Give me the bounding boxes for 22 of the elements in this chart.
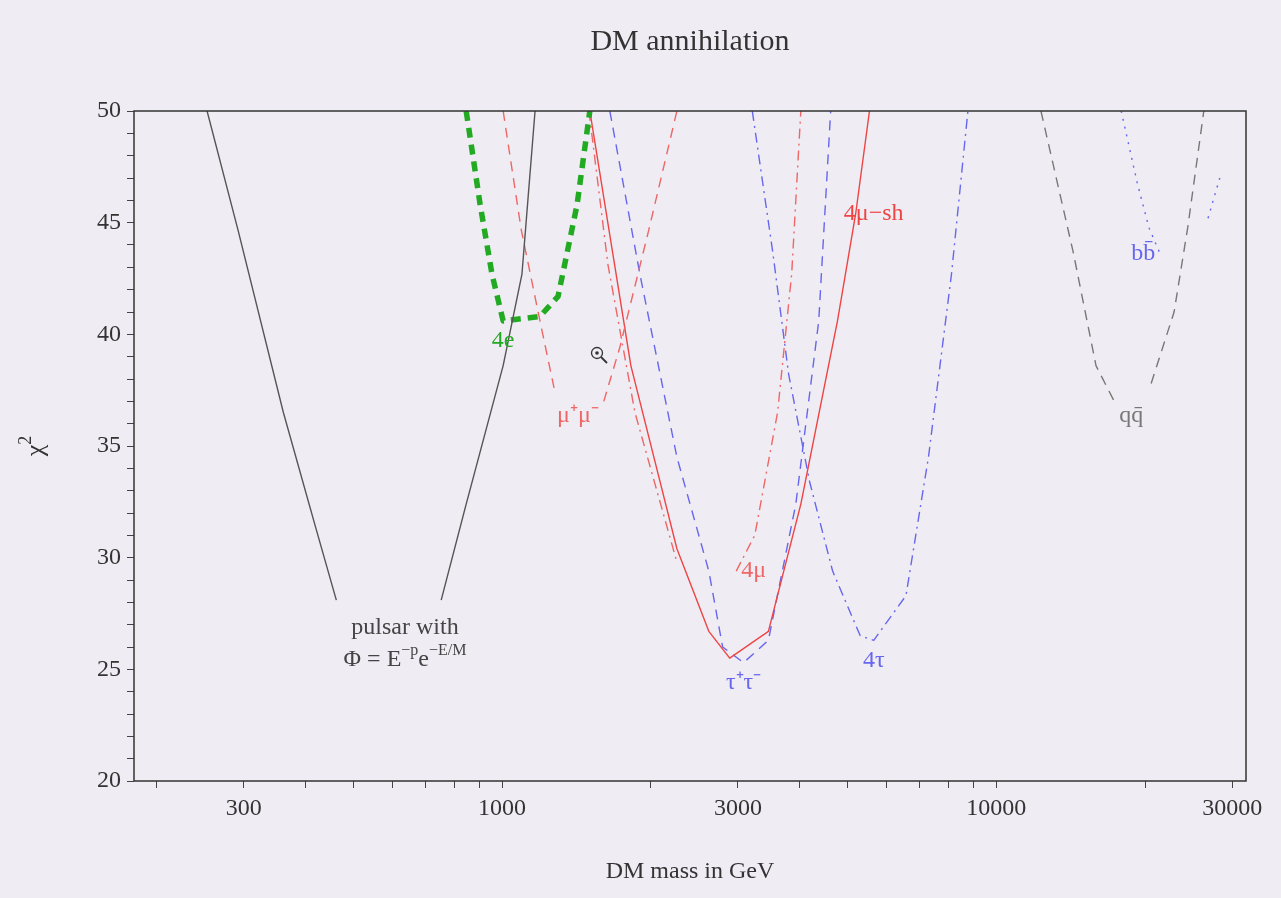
y-tick-label: 25 (97, 654, 121, 681)
y-tick-label: 35 (97, 431, 121, 458)
series-label: bb̄ (1131, 239, 1156, 266)
x-tick-label: 10000 (966, 793, 1027, 820)
chart-title: DM annihilation (590, 22, 790, 56)
y-tick-label: 30 (97, 542, 121, 569)
annotation: pulsar with (351, 613, 459, 640)
series-label: 4μ (741, 556, 767, 583)
x-tick-label: 1000 (478, 793, 527, 820)
x-tick-label: 30000 (1202, 793, 1263, 820)
y-tick-label: 20 (97, 766, 121, 793)
series-label: μ⁺μ⁻ (557, 400, 599, 427)
x-axis-title: DM mass in GeV (605, 857, 775, 884)
series-label: 4τ (862, 645, 885, 672)
x-tick-label: 3000 (713, 793, 762, 820)
y-tick-label: 50 (97, 96, 121, 123)
y-axis-title: χ2 (14, 435, 49, 458)
series-label: τ⁺τ⁻ (725, 667, 762, 694)
series-label: qq̄ (1119, 400, 1144, 427)
x-tick-label: 300 (225, 793, 262, 820)
y-tick-label: 40 (97, 319, 121, 346)
y-tick-label: 45 (97, 207, 121, 234)
